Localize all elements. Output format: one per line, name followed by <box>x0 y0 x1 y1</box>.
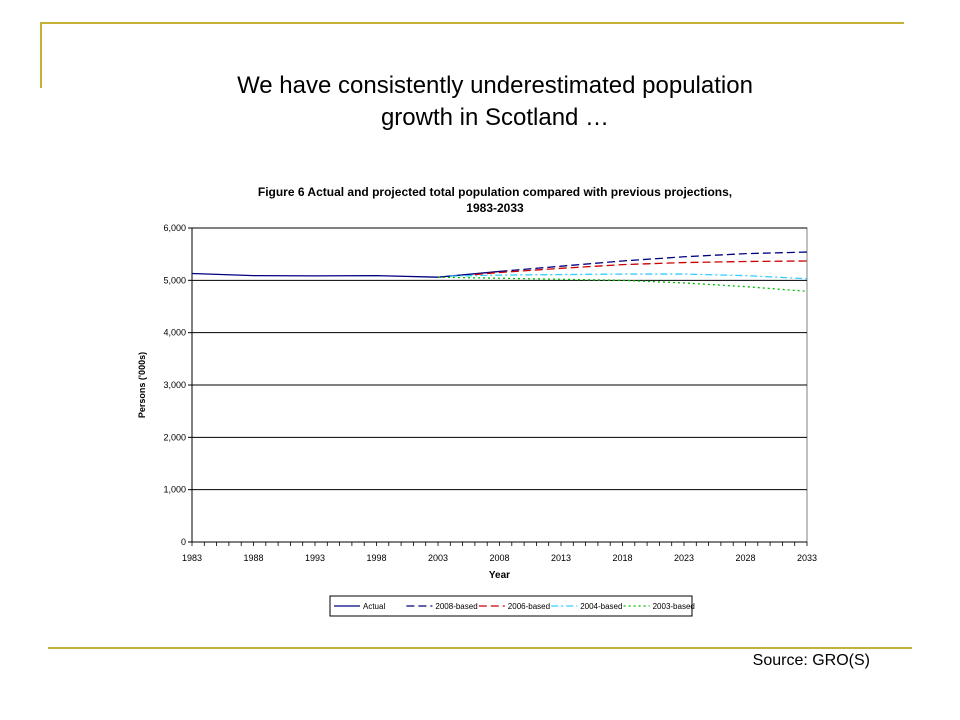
x-tick-label: 2018 <box>612 553 632 563</box>
slide-title: We have consistently underestimated popu… <box>150 70 840 134</box>
series-line-actual <box>191 270 500 278</box>
series-line-2004-based <box>450 273 808 280</box>
chart-title: Figure 6 Actual and projected total popu… <box>150 184 840 216</box>
legend-entry: 2003-based <box>653 602 695 611</box>
slide-title-line-2: growth in Scotland … <box>380 104 610 131</box>
legend-entry: Actual <box>363 602 385 611</box>
y-tick-label: 4,000 <box>163 328 186 338</box>
x-tick-label: 2023 <box>674 553 694 563</box>
left-rule <box>40 22 42 88</box>
legend-entry: 2004-based <box>580 602 622 611</box>
x-tick-label: 2013 <box>551 553 571 563</box>
x-tick-label: 2008 <box>489 553 509 563</box>
x-tick-label: 1983 <box>182 553 202 563</box>
x-tick-label: 1998 <box>366 553 386 563</box>
y-tick-label: 2,000 <box>163 432 186 442</box>
x-tick-label: 1993 <box>305 553 325 563</box>
legend-box <box>329 595 693 617</box>
series-line-2008-based <box>499 251 808 273</box>
x-tick-label: 2003 <box>428 553 448 563</box>
y-tick-label: 5,000 <box>163 275 186 285</box>
y-tick-label: 6,000 <box>163 223 186 233</box>
series-line-2006-based <box>474 260 808 276</box>
x-tick-label: 2033 <box>797 553 817 563</box>
y-tick-label: 0 <box>181 537 186 547</box>
legend-entry: 2008-based <box>435 602 477 611</box>
legend-entry: 2006-based <box>508 602 550 611</box>
bottom-rule <box>48 647 912 649</box>
chart-title-line-2: 1983-2033 <box>466 201 524 215</box>
series-line-2003-based <box>437 276 808 292</box>
slide-title-line-1: We have consistently underestimated popu… <box>237 72 753 99</box>
top-rule <box>40 22 904 24</box>
y-axis-label: Persons ('000s) <box>137 352 147 418</box>
y-tick-label: 1,000 <box>163 485 186 495</box>
x-axis-label: Year <box>489 570 510 581</box>
x-tick-label: 1988 <box>243 553 263 563</box>
chart-title-line-1: Figure 6 Actual and projected total popu… <box>257 185 733 199</box>
source-note: Source: GRO(S) <box>752 652 870 669</box>
y-tick-label: 3,000 <box>163 380 186 390</box>
x-tick-label: 2028 <box>735 553 755 563</box>
